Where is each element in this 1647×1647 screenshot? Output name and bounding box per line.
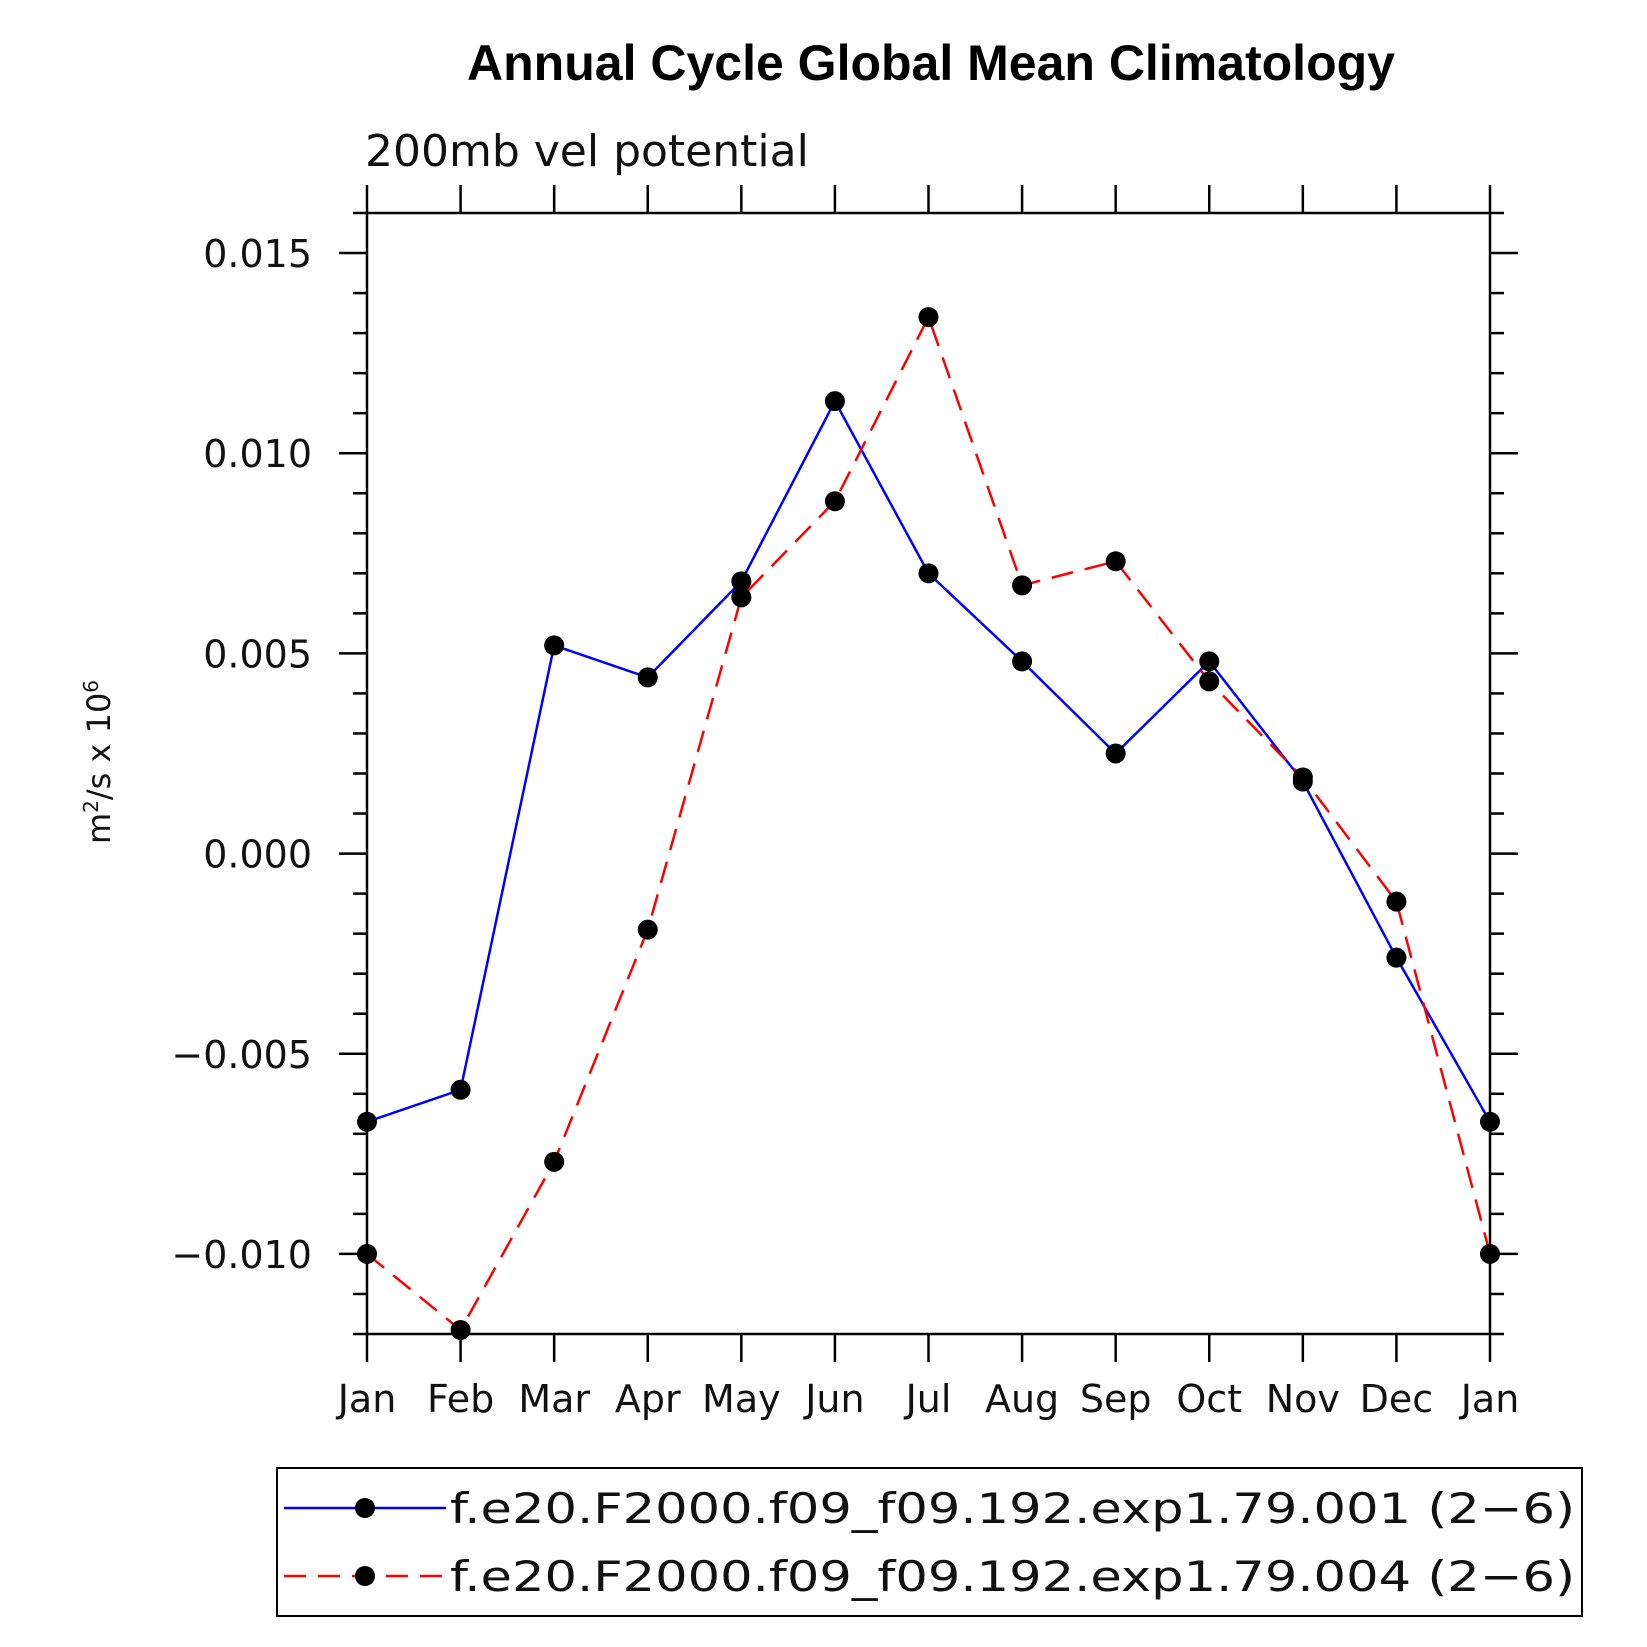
series-1-point <box>731 571 752 592</box>
y-tick-label: 0.015 <box>203 232 312 276</box>
x-tick-labels: Jan Feb Mar Apr May Jun Jul Aug Sep Oct Nov Dec Jan <box>336 1377 1520 1421</box>
x-tick-label: Jan <box>336 1377 397 1421</box>
series-2-point <box>731 587 752 608</box>
series-1-point <box>450 1079 471 1100</box>
svg-text:m2/s x 106: m2/s x 106 <box>79 680 118 844</box>
x-tick-label: Jan <box>1459 1377 1520 1421</box>
series-1-point <box>357 1111 377 1132</box>
x-tick-label: Apr <box>615 1377 681 1421</box>
x-tick-label: May <box>702 1377 781 1421</box>
series-2-point <box>1105 551 1126 572</box>
x-tick-label: Oct <box>1176 1377 1242 1421</box>
x-tick-label: Jul <box>904 1377 952 1421</box>
x-tick-label: Jun <box>803 1377 864 1421</box>
series-2-point <box>918 307 939 328</box>
series-2-point <box>544 1151 565 1172</box>
series-1-point <box>1105 743 1126 764</box>
series-2-point <box>824 491 845 512</box>
series-2-point <box>450 1319 471 1340</box>
series-1-point <box>1199 651 1220 672</box>
series-line-1 <box>366 398 1492 1123</box>
chart-subtitle: 200mb vel potential <box>365 126 809 177</box>
x-tick-label: Mar <box>518 1377 590 1421</box>
plot-frame <box>365 211 1492 1336</box>
series-line-2 <box>366 313 1492 1332</box>
series-2-point <box>637 919 658 940</box>
series-layer <box>357 307 1500 1340</box>
legend: f.e20.F2000.f09_f09.192.exp1.79.001 (2−6… <box>276 1467 1583 1617</box>
legend-marker-1 <box>355 1498 375 1518</box>
series-1-point <box>824 391 845 412</box>
y-tick-label: −0.010 <box>171 1233 312 1277</box>
x-tick-label: Dec <box>1360 1377 1434 1421</box>
axis-ticks <box>339 185 1518 1362</box>
legend-box <box>276 1467 1583 1617</box>
y-tick-labels: 0.015 0.010 0.005 0.000 −0.005 −0.010 <box>171 232 312 1277</box>
x-tick-label: Aug <box>985 1377 1059 1421</box>
series-2-point <box>1480 1243 1500 1264</box>
series-1-point <box>1480 1111 1500 1132</box>
x-tick-label: Feb <box>427 1377 494 1421</box>
series-2-point <box>357 1243 377 1264</box>
series-2-point <box>1199 671 1220 692</box>
series-1-point <box>544 635 565 656</box>
series-2-point <box>1386 891 1407 912</box>
y-tick-label: −0.005 <box>171 1033 312 1077</box>
legend-marker-2 <box>355 1566 375 1586</box>
y-axis-label: m2/s x 106 <box>79 680 118 844</box>
series-1-point <box>1386 947 1407 968</box>
legend-label-2: f.e20.F2000.f09_f09.192.exp1.79.004 (2−6… <box>450 1552 1575 1601</box>
chart-title: Annual Cycle Global Mean Climatology <box>467 35 1395 91</box>
x-tick-label: Sep <box>1080 1377 1152 1421</box>
legend-label-1: f.e20.F2000.f09_f09.192.exp1.79.001 (2−6… <box>450 1484 1575 1533</box>
series-1-point <box>918 563 939 584</box>
series-1-point <box>637 667 658 688</box>
x-tick-label: Nov <box>1266 1377 1340 1421</box>
y-tick-label: 0.000 <box>203 833 312 877</box>
series-2-point <box>1012 575 1033 596</box>
series-1-point <box>1012 651 1033 672</box>
series-2-point <box>1292 767 1313 788</box>
y-tick-label: 0.005 <box>203 632 312 676</box>
y-tick-label: 0.010 <box>203 432 312 476</box>
